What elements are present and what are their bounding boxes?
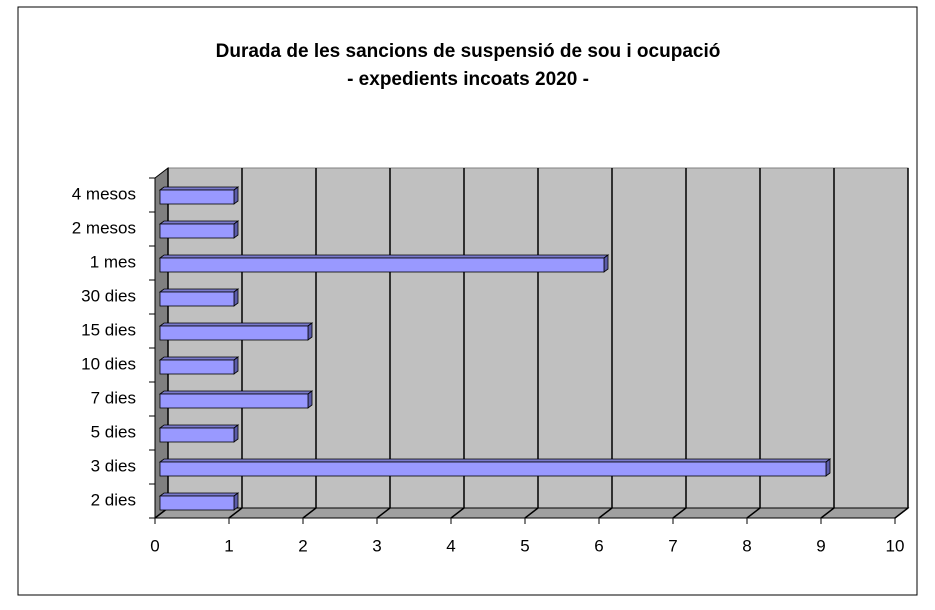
x-tick-label: 2: [298, 536, 307, 555]
chart-subtitle: - expedients incoats 2020 -: [347, 69, 589, 90]
bar-side: [233, 186, 239, 205]
grid-line: [894, 168, 909, 519]
x-tick-label: 10: [886, 536, 905, 555]
x-tick-label: 4: [446, 536, 455, 555]
bar-top: [158, 254, 610, 259]
bar-side: [233, 492, 239, 511]
bar: [159, 495, 235, 511]
bar-side: [307, 390, 313, 409]
bar-top: [158, 186, 240, 191]
chart-title: Durada de les sancions de suspensió de s…: [216, 41, 721, 62]
x-tick-label: 3: [372, 536, 381, 555]
y-tick-label: 30 dies: [81, 286, 136, 305]
grid-line: [672, 168, 687, 519]
bar: [159, 257, 605, 273]
bar-top: [158, 424, 240, 429]
grid-line: [746, 168, 761, 519]
y-tick-label: 5 dies: [91, 422, 136, 441]
bar-top: [158, 288, 240, 293]
bar: [159, 359, 235, 375]
bar-top: [158, 458, 832, 463]
bar-side: [603, 254, 609, 273]
y-tick-label: 15 dies: [81, 320, 136, 339]
bar-side: [233, 288, 239, 307]
bar: [159, 291, 235, 307]
grid-line: [450, 168, 465, 519]
y-tick-label: 7 dies: [91, 388, 136, 407]
bar-top: [158, 356, 240, 361]
bar-top: [158, 390, 314, 395]
bar: [159, 325, 309, 341]
bar-side: [233, 424, 239, 443]
bar-side: [825, 458, 831, 477]
bar-top: [158, 220, 240, 225]
y-tick-label: 2 dies: [91, 490, 136, 509]
grid-line: [524, 168, 539, 519]
grid-line: [820, 168, 835, 519]
y-tick-label: 4 mesos: [72, 184, 136, 203]
y-tick-label: 3 dies: [91, 456, 136, 475]
grid-line: [598, 168, 613, 519]
bar: [159, 427, 235, 443]
y-tick-label: 2 mesos: [72, 218, 136, 237]
x-tick-label: 0: [150, 536, 159, 555]
bar: [159, 461, 827, 477]
bar-side: [233, 220, 239, 239]
x-tick-label: 1: [224, 536, 233, 555]
bar: [159, 393, 309, 409]
grid-line: [302, 168, 317, 519]
x-tick-label: 5: [520, 536, 529, 555]
x-tick-label: 6: [594, 536, 603, 555]
grid-line: [376, 168, 391, 519]
y-tick-label: 10 dies: [81, 354, 136, 373]
bar-side: [307, 322, 313, 341]
bar-top: [158, 322, 314, 327]
bar-top: [158, 492, 240, 497]
bar-side: [233, 356, 239, 375]
y-tick-label: 1 mes: [90, 252, 136, 271]
grid-line: [228, 168, 243, 519]
x-tick-label: 8: [742, 536, 751, 555]
bar: [159, 223, 235, 239]
x-tick-label: 7: [668, 536, 677, 555]
x-tick-label: 9: [816, 536, 825, 555]
bar: [159, 189, 235, 205]
